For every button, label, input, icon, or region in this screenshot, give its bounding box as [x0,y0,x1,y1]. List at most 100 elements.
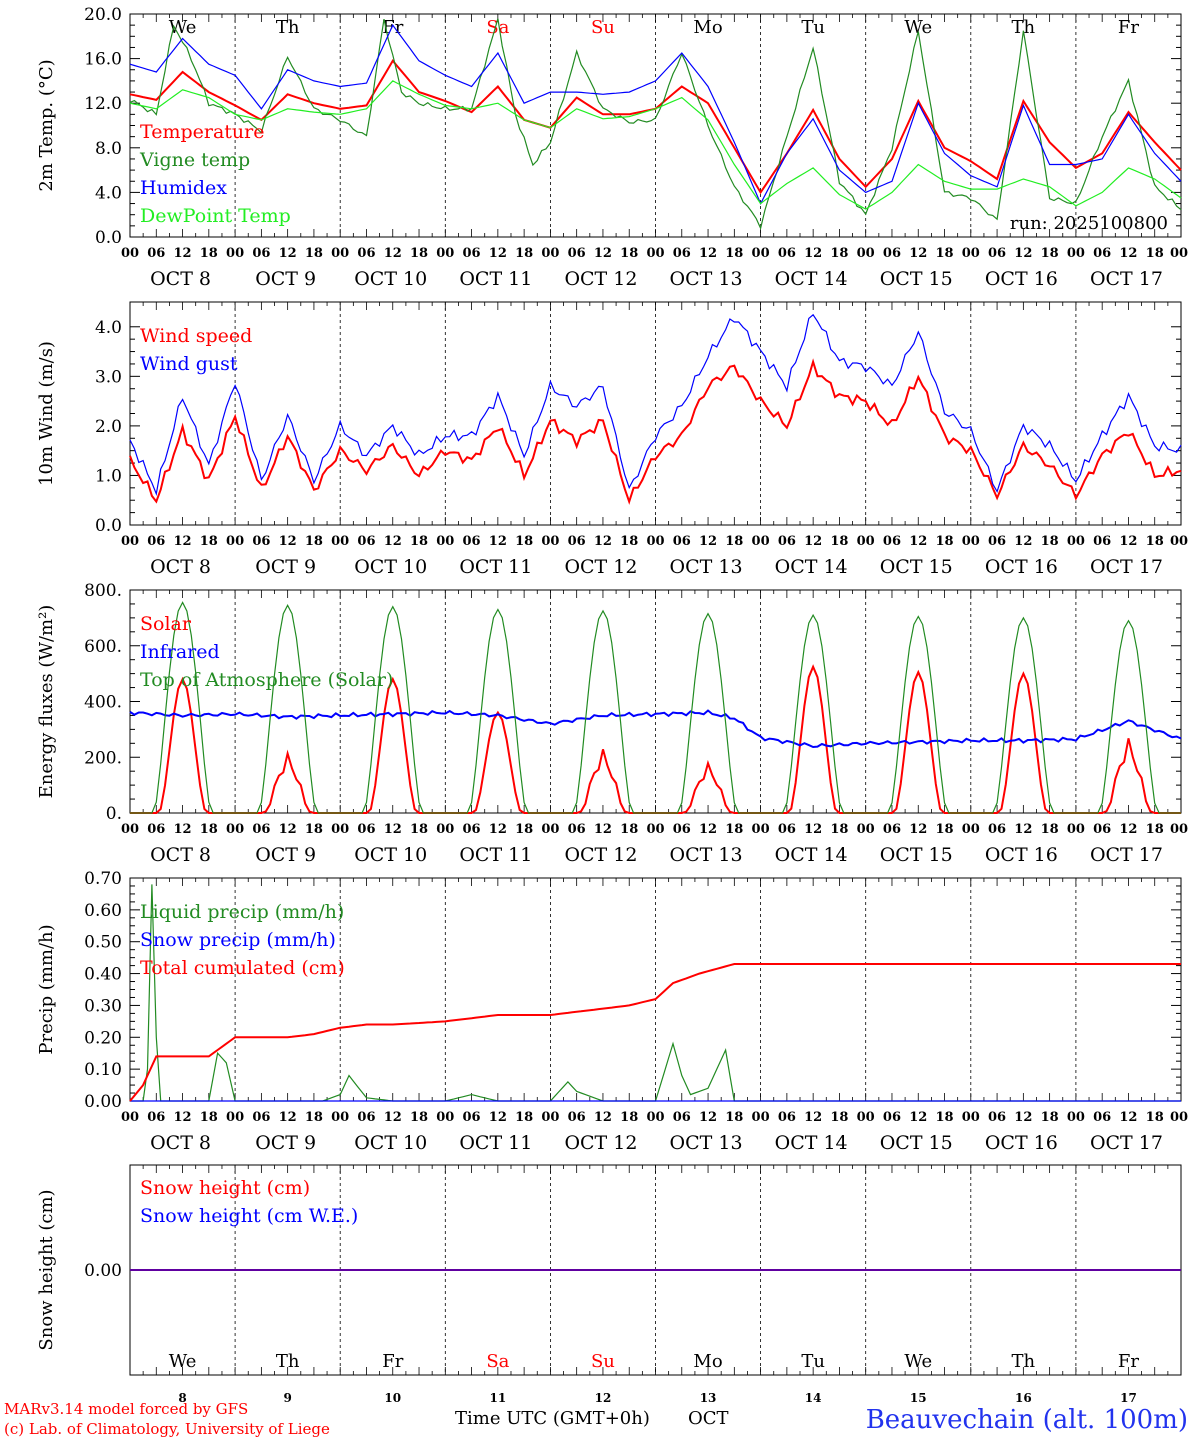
legend-entry: Solar [140,613,192,635]
y-tick-label: 0.00 [84,1261,122,1281]
date-label: OCT 16 [985,844,1058,866]
hour-tick-label: 06 [463,1110,481,1125]
hour-tick-label: 18 [200,246,218,261]
date-label: OCT 12 [564,556,637,578]
hour-tick-label: 12 [909,246,927,261]
date-label: OCT 14 [775,844,848,866]
y-tick-label: 0.40 [84,965,122,985]
hour-tick-label: 12 [804,534,822,549]
hour-tick-label: 12 [279,534,297,549]
y-tick-label: 4.0 [95,183,122,203]
y-tick-label: 20.0 [84,5,122,25]
hour-tick-label: 18 [1041,534,1059,549]
hour-tick-label: 18 [935,534,953,549]
hour-tick-label: 12 [489,1110,507,1125]
y-tick-label: 200. [84,748,122,768]
hour-tick-label: 06 [988,534,1006,549]
hour-tick-label: 00 [541,1110,559,1125]
hour-tick-label: 06 [673,1110,691,1125]
date-label: OCT 9 [255,556,316,578]
hour-tick-label: 18 [935,246,953,261]
date-label: OCT 12 [564,1132,637,1154]
day-number-label: 11 [489,1391,506,1405]
hour-tick-label: 00 [541,246,559,261]
hour-tick-label: 06 [988,1110,1006,1125]
y-tick-label: 400. [84,693,122,713]
hour-tick-label: 12 [594,1110,612,1125]
day-of-week-label: We [169,17,197,38]
hour-tick-label: 12 [594,822,612,837]
day-of-week-label: Tu [801,1351,825,1372]
hour-tick-label: 00 [331,246,349,261]
hour-tick-label: 00 [857,1110,875,1125]
day-of-week-label: Th [276,17,300,38]
day-number-label: 9 [283,1391,291,1405]
hour-tick-label: 12 [279,822,297,837]
legend-entry: Snow precip (mm/h) [140,929,336,951]
hour-tick-label: 00 [331,1110,349,1125]
hour-tick-label: 18 [515,246,533,261]
hour-tick-label: 06 [988,822,1006,837]
y-axis-label: Snow height (cm) [36,1189,57,1350]
day-of-week-label: Th [1012,17,1036,38]
date-label: OCT 9 [255,268,316,290]
hour-tick-label: 06 [778,1110,796,1125]
hour-tick-label: 06 [568,246,586,261]
hour-tick-label: 12 [174,1110,192,1125]
date-label: OCT 17 [1090,556,1163,578]
hour-tick-label: 00 [1067,822,1085,837]
hour-tick-label: 18 [410,1110,428,1125]
date-label: OCT 8 [150,556,211,578]
hour-tick-label: 06 [357,534,375,549]
hour-tick-label: 06 [568,1110,586,1125]
hour-tick-label: 00 [121,822,139,837]
date-label: OCT 14 [775,268,848,290]
day-of-week-label: We [904,1351,932,1372]
hour-tick-label: 12 [174,246,192,261]
hour-tick-label: 00 [1170,534,1188,549]
lab-credit: (c) Lab. of Climatology, University of L… [4,1420,330,1438]
hour-tick-label: 18 [305,1110,323,1125]
y-tick-label: 4.0 [95,318,122,338]
hour-tick-label: 06 [252,1110,270,1125]
hour-tick-label: 00 [226,534,244,549]
hour-tick-label: 06 [1093,246,1111,261]
date-label: OCT 8 [150,268,211,290]
hour-tick-label: 18 [725,822,743,837]
date-label: OCT 14 [775,1132,848,1154]
panel-frame [129,13,1182,238]
panel-snow: 0.00 Snow height (cm) Snow height (cm) Snow… [36,1164,1182,1376]
hour-tick-label: 00 [331,534,349,549]
month-label: OCT [688,1408,729,1429]
hour-tick-label: 12 [804,822,822,837]
hour-tick-label: 00 [962,1110,980,1125]
hour-tick-label: 06 [568,822,586,837]
series-line-dewpoint-temp [129,80,1182,210]
hour-tick-label: 18 [305,534,323,549]
hour-tick-label: 12 [384,1110,402,1125]
hour-tick-label: 06 [1093,822,1111,837]
date-label: OCT 9 [255,844,316,866]
hour-tick-label: 06 [463,822,481,837]
hour-tick-label: 18 [200,1110,218,1125]
hour-tick-label: 00 [752,1110,770,1125]
hour-tick-label: 12 [1119,822,1137,837]
hour-tick-label: 00 [226,1110,244,1125]
date-label: OCT 10 [354,844,427,866]
hour-tick-label: 06 [147,246,165,261]
hour-tick-label: 12 [1119,534,1137,549]
legend-entry: Top of Atmosphere (Solar) [140,669,393,691]
date-label: OCT 13 [670,556,743,578]
hour-tick-label: 06 [1093,1110,1111,1125]
hour-tick-label: 12 [699,822,717,837]
hour-tick-label: 00 [962,246,980,261]
date-label: OCT 15 [880,268,953,290]
hour-tick-label: 12 [489,534,507,549]
hour-tick-label: 00 [1067,1110,1085,1125]
hour-tick-label: 06 [778,246,796,261]
hour-tick-label: 12 [384,534,402,549]
y-tick-label: 8.0 [95,139,122,159]
y-axis-label: 2m Temp. (°C) [36,59,57,191]
hour-tick-label: 18 [1041,822,1059,837]
